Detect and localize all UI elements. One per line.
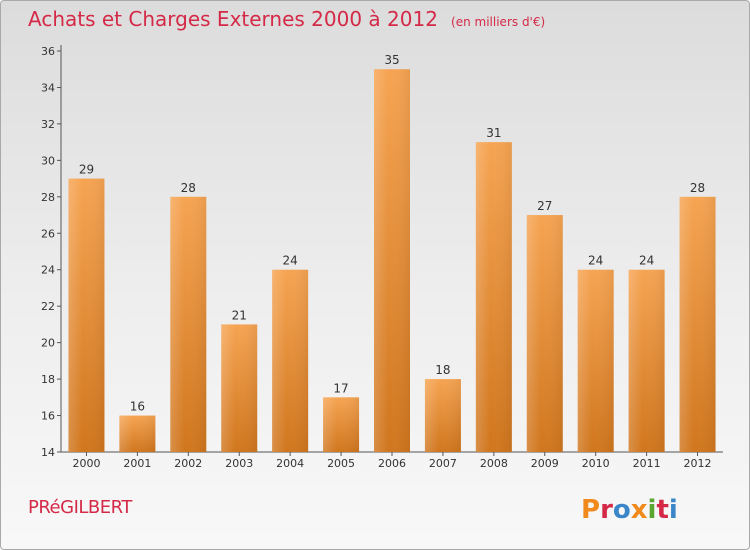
y-tick-label: 18 bbox=[41, 373, 55, 386]
x-tick-label: 2002 bbox=[174, 457, 202, 470]
bar-highlight bbox=[272, 269, 309, 452]
bar-highlight bbox=[221, 324, 258, 452]
x-tick-label: 2001 bbox=[123, 457, 151, 470]
y-tick-label: 16 bbox=[41, 410, 55, 423]
x-tick-label: 2010 bbox=[582, 457, 610, 470]
bar-highlight bbox=[424, 379, 461, 452]
y-tick-label: 26 bbox=[41, 227, 55, 240]
bar-highlight bbox=[628, 269, 665, 452]
data-label: 29 bbox=[79, 163, 94, 177]
y-tick-label: 28 bbox=[41, 191, 55, 204]
x-tick-label: 2000 bbox=[72, 457, 100, 470]
y-tick-label: 32 bbox=[41, 118, 55, 131]
bar-highlight bbox=[526, 215, 563, 452]
logo-letter: o bbox=[613, 495, 631, 525]
x-tick-label: 2011 bbox=[633, 457, 661, 470]
y-tick-label: 34 bbox=[41, 81, 55, 94]
bar-highlight bbox=[323, 397, 360, 452]
x-tick-label: 2006 bbox=[378, 457, 406, 470]
bar-highlight bbox=[577, 269, 614, 452]
x-tick-label: 2007 bbox=[429, 457, 457, 470]
chart-title: Achats et Charges Externes 2000 à 2012 bbox=[28, 7, 438, 31]
logo-letter: r bbox=[600, 495, 613, 525]
chart-header: Achats et Charges Externes 2000 à 2012 (… bbox=[28, 7, 545, 31]
data-label: 24 bbox=[639, 254, 654, 268]
logo-letter: t bbox=[656, 495, 668, 525]
y-tick-label: 30 bbox=[41, 154, 55, 167]
bar-highlight bbox=[374, 69, 410, 453]
x-tick-label: 2005 bbox=[327, 457, 355, 470]
x-tick-label: 2012 bbox=[684, 457, 712, 470]
bar-highlight bbox=[170, 196, 207, 452]
y-tick-label: 14 bbox=[41, 446, 55, 459]
logo-letter: i bbox=[648, 495, 657, 525]
data-label: 18 bbox=[435, 363, 450, 377]
bar-highlight bbox=[475, 142, 512, 453]
chart-subtitle: (en milliers d'€) bbox=[451, 15, 546, 29]
logo-letter: i bbox=[669, 495, 678, 525]
data-label: 28 bbox=[181, 181, 196, 195]
data-label: 24 bbox=[283, 254, 298, 268]
logo-text: Proxiti bbox=[581, 495, 678, 525]
y-tick-label: 36 bbox=[41, 45, 55, 58]
data-label: 35 bbox=[384, 53, 399, 67]
logo-letter: P bbox=[581, 495, 600, 525]
y-tick-label: 20 bbox=[41, 337, 55, 350]
x-tick-label: 2008 bbox=[480, 457, 508, 470]
data-label: 17 bbox=[333, 381, 348, 395]
x-tick-label: 2003 bbox=[225, 457, 253, 470]
y-tick-label: 24 bbox=[41, 264, 55, 277]
data-label: 21 bbox=[232, 308, 247, 322]
data-label: 27 bbox=[537, 199, 552, 213]
proxiti-logo: Proxiti bbox=[581, 495, 678, 525]
bar-highlight bbox=[119, 415, 156, 452]
y-tick-label: 22 bbox=[41, 300, 55, 313]
bar-highlight bbox=[68, 178, 105, 452]
data-label: 24 bbox=[588, 254, 603, 268]
logo-letter: x bbox=[631, 495, 648, 525]
bar-highlight bbox=[679, 196, 716, 452]
data-label: 16 bbox=[130, 400, 145, 414]
data-label: 28 bbox=[690, 181, 705, 195]
x-tick-label: 2004 bbox=[276, 457, 304, 470]
data-label: 31 bbox=[486, 126, 501, 140]
commune-name: PRéGILBERT bbox=[28, 497, 132, 518]
x-tick-label: 2009 bbox=[531, 457, 559, 470]
